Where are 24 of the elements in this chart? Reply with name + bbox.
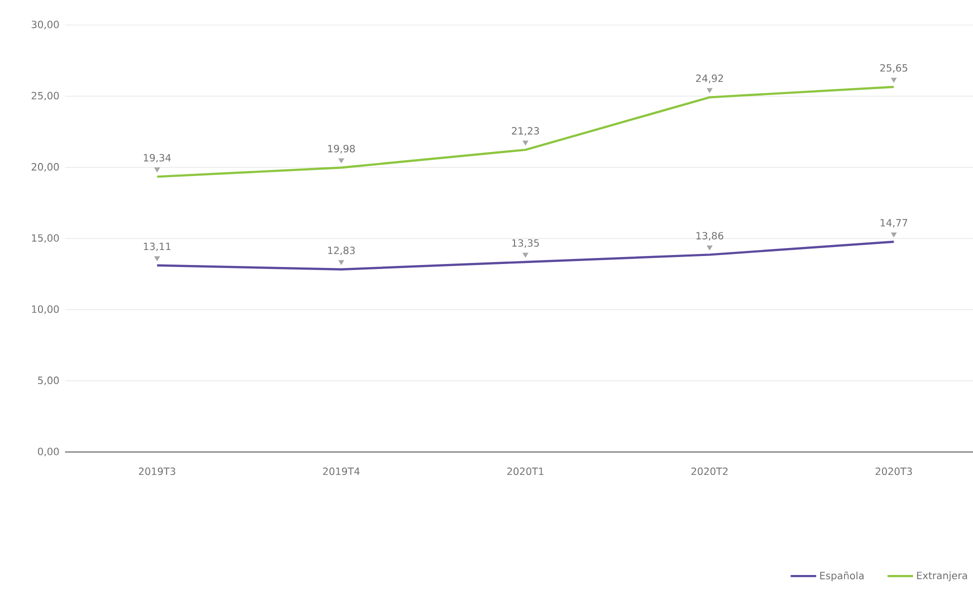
- y-tick-label: 20,00: [32, 163, 59, 172]
- legend-label: Española: [820, 571, 864, 582]
- data-label: 13,11: [144, 242, 170, 252]
- y-tick-label: 5,00: [38, 376, 59, 386]
- data-label: 13,86: [696, 232, 724, 241]
- data-label: 25,65: [880, 64, 908, 73]
- x-tick-label: 2020T1: [507, 467, 544, 476]
- y-tick-label: 25,00: [32, 92, 59, 100]
- x-tick-label: 2019T3: [138, 467, 176, 476]
- y-tick-label: 15,00: [32, 234, 59, 243]
- legend-label: Extranjera: [917, 572, 967, 582]
- data-label: 24,92: [696, 74, 723, 84]
- y-tick-label: 30,00: [32, 20, 59, 30]
- data-label: 14,77: [880, 219, 908, 228]
- data-label: 19,98: [328, 144, 355, 154]
- data-label: 12,83: [328, 246, 355, 256]
- x-tick-label: 2020T2: [691, 467, 728, 476]
- x-tick-label: 2020T3: [876, 467, 912, 476]
- y-tick-label: 0,00: [38, 448, 59, 456]
- x-tick-label: 2019T4: [323, 467, 360, 476]
- data-label: 19,34: [144, 154, 171, 163]
- y-tick-label: 10,00: [32, 305, 59, 314]
- data-label: 13,35: [512, 239, 539, 248]
- data-label: 21,23: [512, 127, 539, 136]
